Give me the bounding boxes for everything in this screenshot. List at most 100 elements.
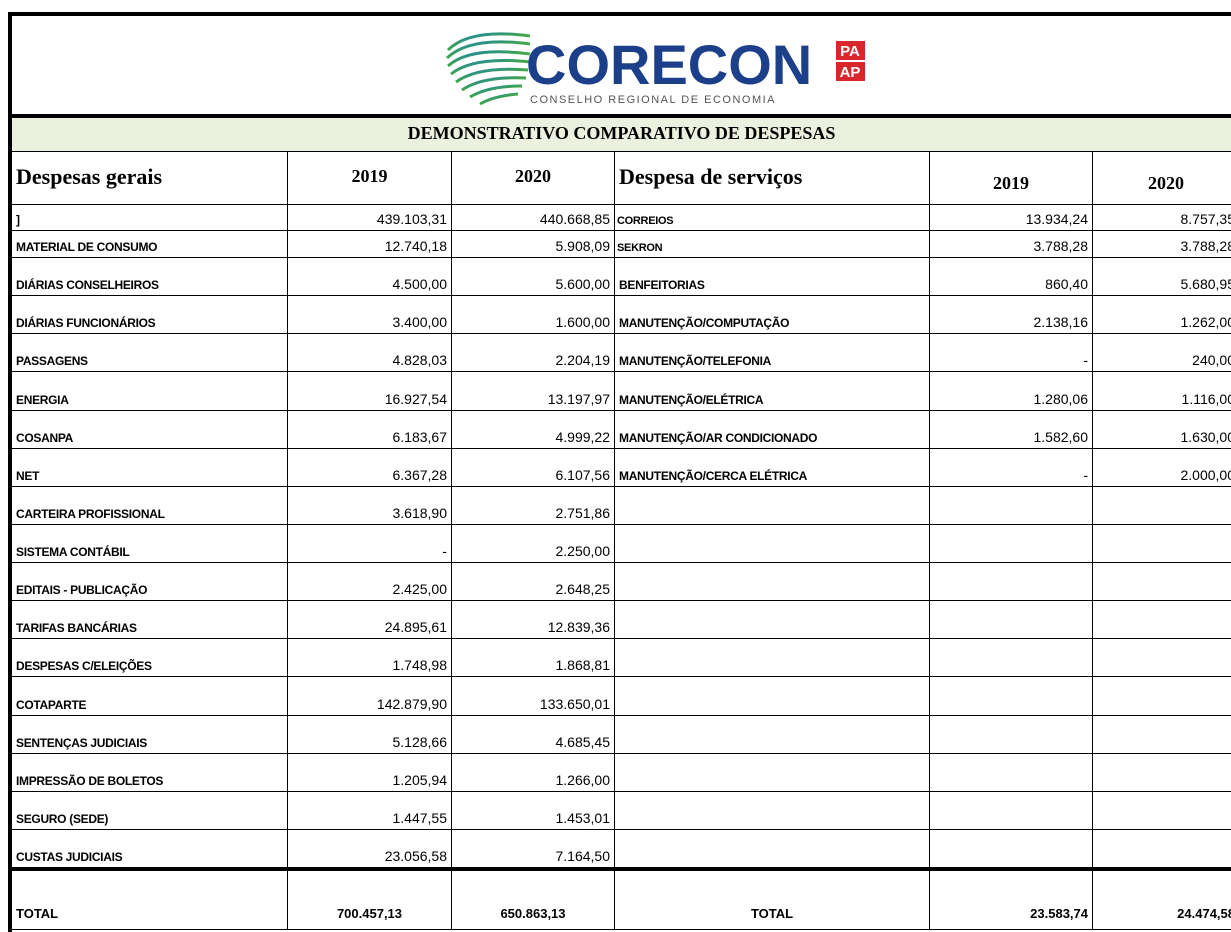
empty-cell <box>1093 716 1231 754</box>
logo-subtitle: CONSELHO REGIONAL DE ECONOMIA <box>530 94 776 106</box>
column-header: 2019 <box>288 152 452 205</box>
empty-cell <box>615 829 930 868</box>
empty-cell <box>615 677 930 716</box>
amount: 13.197,97 <box>452 372 615 411</box>
expense-label: COSANPA <box>12 410 288 449</box>
service-label: MANUTENÇÃO/AR CONDICIONADO <box>615 410 930 449</box>
logo-badge <box>836 62 865 81</box>
amount: 24.895,61 <box>288 601 452 640</box>
amount: 240,00 <box>1093 334 1231 373</box>
expense-label: CARTEIRA PROFISSIONAL <box>12 486 288 525</box>
amount: 4.999,22 <box>452 410 615 449</box>
service-label: SEKRON <box>615 231 930 258</box>
amount: 1.262,00 <box>1093 296 1231 335</box>
amount: 3.788,28 <box>1093 231 1231 258</box>
amount: 2.204,19 <box>452 334 615 373</box>
expense-label: SENTENÇAS JUDICIAIS <box>12 715 288 754</box>
amount: 5.680,95 <box>1093 258 1231 297</box>
total-border <box>12 868 1231 871</box>
amount: 7.164,50 <box>452 829 615 868</box>
expense-label: DESPESAS C/ELEIÇÕES <box>12 639 288 678</box>
expense-label: TARIFAS BANCÁRIAS <box>12 601 288 640</box>
amount: 2.250,00 <box>452 524 615 563</box>
empty-cell <box>615 753 930 792</box>
amount: 1.600,00 <box>452 296 615 335</box>
amount: 2.138,16 <box>930 296 1093 335</box>
amount: 13.934,24 <box>930 205 1093 231</box>
total-amount: 23.583,74 <box>930 871 1093 930</box>
amount: 2.648,25 <box>452 563 615 602</box>
amount: 2.751,86 <box>452 486 615 525</box>
amount: 8.757,35 <box>1093 205 1231 231</box>
section-header: Despesas gerais <box>12 152 288 205</box>
empty-cell <box>1093 601 1231 640</box>
column-header: 2019 <box>930 152 1093 205</box>
expense-label: DIÁRIAS CONSELHEIROS <box>12 258 288 297</box>
amount: 1.116,00 <box>1093 372 1231 411</box>
logo-swoosh <box>445 32 531 106</box>
empty-cell <box>1093 830 1231 868</box>
service-label: MANUTENÇÃO/CERCA ELÉTRICA <box>615 448 930 487</box>
amount: 1.630,00 <box>1093 411 1231 449</box>
service-label: MANUTENÇÃO/TELEFONIA <box>615 334 930 373</box>
empty-cell <box>930 601 1093 640</box>
amount: 142.879,90 <box>288 677 452 716</box>
table-title: DEMONSTRATIVO COMPARATIVO DE DESPESAS <box>12 118 1231 152</box>
empty-cell <box>930 715 1093 754</box>
total-amount: 700.457,13 <box>288 871 452 930</box>
empty-cell <box>1093 677 1231 716</box>
amount: 4.500,00 <box>288 258 452 297</box>
amount: - <box>288 524 452 563</box>
empty-cell <box>1093 639 1231 678</box>
logo-text: CORECON <box>526 33 812 96</box>
service-label: MANUTENÇÃO/ELÉTRICA <box>615 372 930 411</box>
empty-cell <box>930 563 1093 602</box>
logo-bottom-border <box>8 114 1231 118</box>
empty-cell <box>930 677 1093 716</box>
empty-cell <box>930 791 1093 830</box>
empty-cell <box>1093 525 1231 563</box>
expense-label: SEGURO (SEDE) <box>12 791 288 830</box>
amount: 6.183,67 <box>288 410 452 449</box>
section-header: Despesa de serviços <box>615 152 930 205</box>
amount: 6.367,28 <box>288 448 452 487</box>
expense-label: PASSAGENS <box>12 334 288 373</box>
amount: 6.107,56 <box>452 448 615 487</box>
logo: CORECON PA AP CONSELHO REGIONAL DE ECONO… <box>445 32 865 106</box>
service-label: MANUTENÇÃO/COMPUTAÇÃO <box>615 296 930 335</box>
empty-cell <box>930 486 1093 525</box>
amount: 16.927,54 <box>288 372 452 411</box>
logo-badge-text: AP <box>840 64 861 81</box>
amount: 5.600,00 <box>452 258 615 297</box>
amount: 1.266,00 <box>452 753 615 792</box>
total-amount: 24.474,58 <box>1093 871 1231 930</box>
amount: 1.280,06 <box>930 372 1093 411</box>
amount: 12.839,36 <box>452 601 615 640</box>
amount: 2.425,00 <box>288 563 452 602</box>
empty-cell <box>615 524 930 563</box>
empty-cell <box>1093 563 1231 602</box>
total-label: TOTAL <box>615 871 930 930</box>
amount: 4.828,03 <box>288 334 452 373</box>
sheet-frame <box>8 12 1231 932</box>
total-label: TOTAL <box>12 871 288 930</box>
expense-label: IMPRESSÃO DE BOLETOS <box>12 753 288 792</box>
amount: - <box>930 334 1093 373</box>
expense-label: DIÁRIAS FUNCIONÁRIOS <box>12 296 288 335</box>
expense-label: ] <box>12 205 288 231</box>
empty-cell <box>1093 754 1231 792</box>
empty-cell <box>1093 792 1231 830</box>
amount: 133.650,01 <box>452 677 615 716</box>
amount: 1.582,60 <box>930 410 1093 449</box>
amount: 4.685,45 <box>452 715 615 754</box>
empty-cell <box>930 639 1093 678</box>
amount: 1.868,81 <box>452 639 615 678</box>
expense-label: MATERIAL DE CONSUMO <box>12 231 288 258</box>
amount: 1.447,55 <box>288 791 452 830</box>
logo-badge-text: PA <box>840 43 860 60</box>
amount: 439.103,31 <box>288 205 452 231</box>
empty-cell <box>615 601 930 640</box>
expense-label: NET <box>12 448 288 487</box>
amount: 23.056,58 <box>288 829 452 868</box>
